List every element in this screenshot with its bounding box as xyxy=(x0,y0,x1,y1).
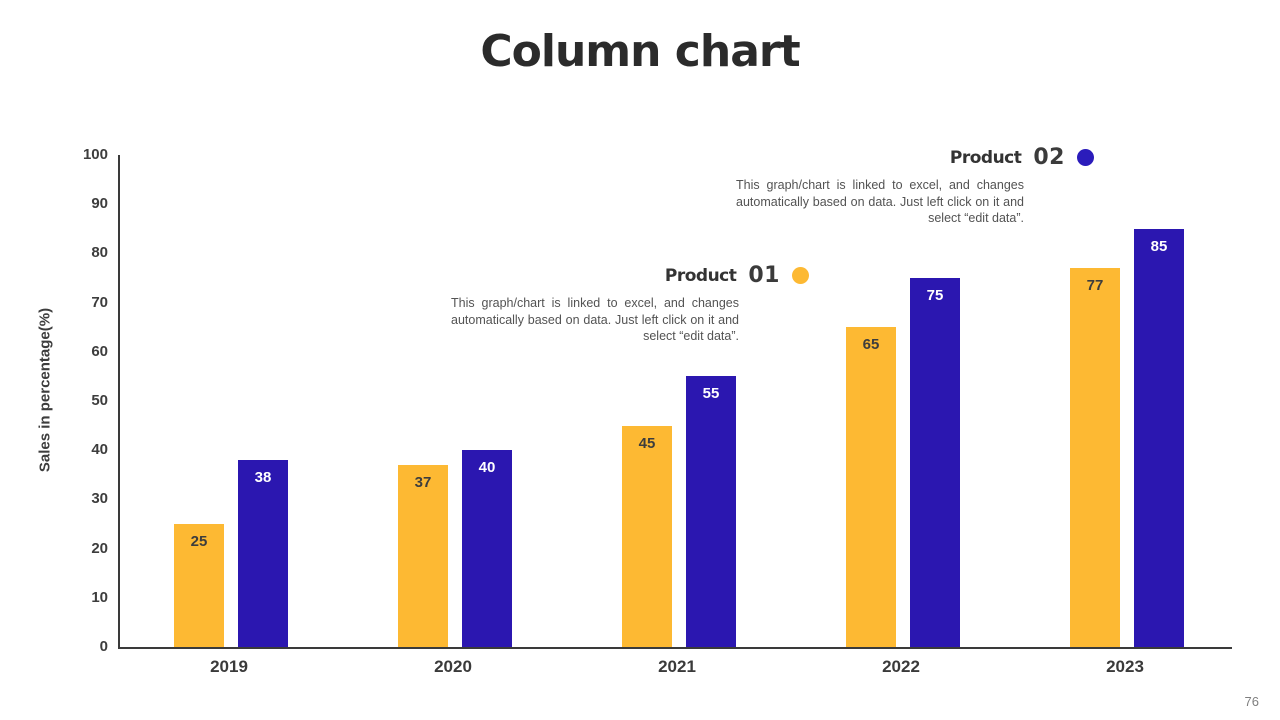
x-axis-labels: 2019 2020 2021 2022 2023 xyxy=(118,657,1232,681)
product-02-dot-icon xyxy=(1077,149,1094,166)
legend-product-02-number: 02 xyxy=(1033,145,1065,170)
x-axis-label-2022: 2022 xyxy=(882,657,920,676)
legend-product-02: Product 02 This graph/chart is linked to… xyxy=(736,145,1094,227)
page-number: 76 xyxy=(1244,694,1259,709)
bar-value-label: 75 xyxy=(926,287,944,304)
bar-product-01-2020: 37 xyxy=(398,465,448,647)
legend-product-01: Product 01 This graph/chart is linked to… xyxy=(451,263,809,345)
x-axis-label-2020: 2020 xyxy=(434,657,472,676)
legend-product-02-label: Product xyxy=(949,147,1022,168)
bar-value-label: 85 xyxy=(1150,238,1168,255)
bar-value-label: 77 xyxy=(1086,277,1104,294)
bar-value-label: 40 xyxy=(478,459,496,476)
y-axis-tick-labels: 0 10 20 30 40 50 60 70 80 90 100 xyxy=(52,146,108,655)
legend-product-01-header: Product 01 xyxy=(665,263,809,288)
legend-product-02-description: This graph/chart is linked to excel, and… xyxy=(736,178,1024,225)
bar-product-02-2022: 75 xyxy=(910,278,960,647)
y-tick-label-90: 90 xyxy=(91,195,108,213)
bar-product-01-2019: 25 xyxy=(174,524,224,647)
bar-value-label: 25 xyxy=(190,533,208,550)
legend-product-01-number: 01 xyxy=(748,263,780,288)
bar-product-01-2023: 77 xyxy=(1070,268,1120,647)
y-tick-label-80: 80 xyxy=(91,244,108,262)
legend-product-02-header: Product 02 xyxy=(950,145,1094,170)
bar-value-label: 65 xyxy=(862,336,880,353)
bar-product-02-2021: 55 xyxy=(686,376,736,647)
y-tick-label-20: 20 xyxy=(91,539,108,557)
y-tick-label-0: 0 xyxy=(99,638,108,655)
x-axis-label-2023: 2023 xyxy=(1106,657,1144,676)
bar-product-02-2019: 38 xyxy=(238,460,288,647)
legend-product-01-label: Product xyxy=(664,265,737,286)
bar-product-01-2022: 65 xyxy=(846,327,896,647)
y-tick-label-100: 100 xyxy=(82,146,108,163)
bar-value-label: 38 xyxy=(254,469,272,486)
slide-title: Column chart xyxy=(480,26,800,77)
bar-value-label: 45 xyxy=(638,435,656,452)
y-axis-title: Sales in percentage(%) xyxy=(36,307,54,473)
bar-product-02-2020: 40 xyxy=(462,450,512,647)
y-tick-label-30: 30 xyxy=(91,490,108,508)
legend-product-01-description: This graph/chart is linked to excel, and… xyxy=(451,296,739,343)
x-axis-label-2021: 2021 xyxy=(658,657,696,676)
y-tick-label-60: 60 xyxy=(91,342,108,360)
bar-product-01-2021: 45 xyxy=(622,426,672,647)
bar-product-02-2023: 85 xyxy=(1134,229,1184,647)
bar-value-label: 55 xyxy=(702,385,720,402)
bar-value-label: 37 xyxy=(414,474,432,491)
column-chart-plot-area[interactable]: 25 38 37 40 45 55 65 75 77 85 xyxy=(118,155,1232,649)
y-tick-label-70: 70 xyxy=(91,293,108,311)
y-tick-label-10: 10 xyxy=(91,588,108,606)
y-tick-label-40: 40 xyxy=(91,441,108,459)
y-tick-label-50: 50 xyxy=(91,392,108,409)
product-01-dot-icon xyxy=(792,267,809,284)
x-axis-label-2019: 2019 xyxy=(210,657,248,676)
